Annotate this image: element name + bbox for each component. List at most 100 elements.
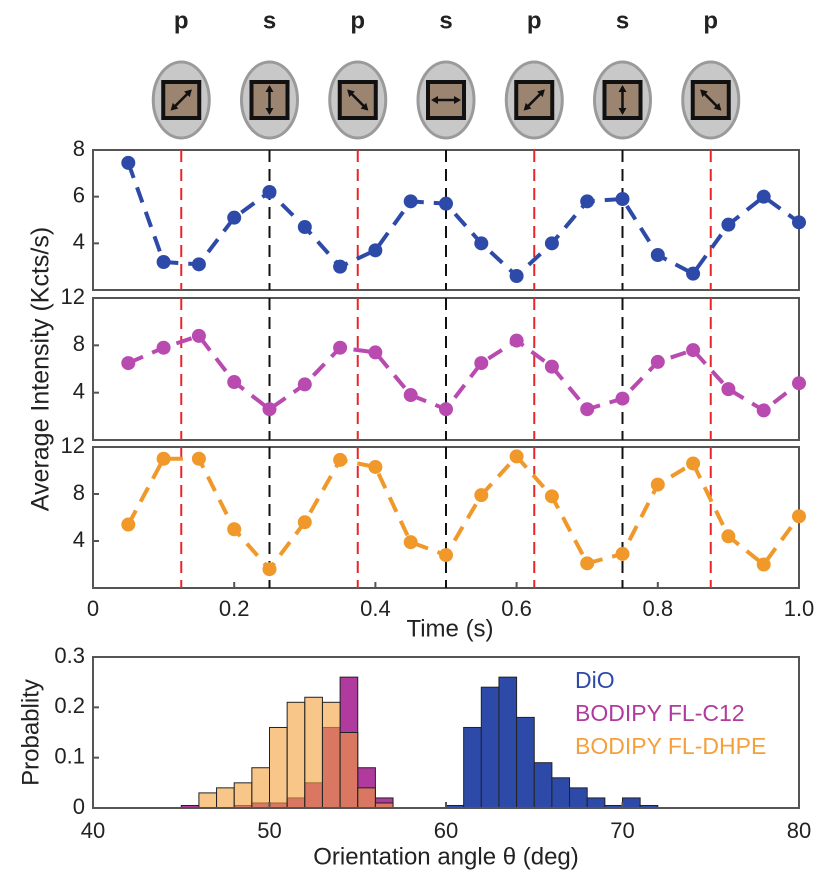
intensity-point <box>509 333 524 348</box>
intensity-point <box>227 522 242 537</box>
x-tick-label: 0.2 <box>219 596 250 621</box>
histogram-bar <box>321 701 341 809</box>
intensity-point <box>792 376 806 391</box>
y-tick-label: 6 <box>73 182 85 207</box>
arrow-head <box>523 89 545 111</box>
intensity-point <box>297 377 312 392</box>
intensity-point <box>262 562 277 577</box>
intensity-point <box>262 402 277 417</box>
intensity-point <box>474 356 489 371</box>
histogram-bar <box>339 732 359 809</box>
y-tick-label: 0.1 <box>54 743 85 768</box>
histogram-bar <box>269 726 288 809</box>
y-tick-label: 8 <box>73 331 85 356</box>
icon-arrow <box>265 85 274 115</box>
intensity-point <box>756 189 771 204</box>
intensity-point <box>544 236 559 251</box>
arrow-head <box>700 89 722 111</box>
intensity-point <box>227 210 242 225</box>
icon-square <box>337 80 378 120</box>
intensity-point <box>650 354 665 369</box>
histogram-bar <box>216 787 235 809</box>
intensity-point <box>297 515 312 530</box>
intensity-point <box>333 259 348 274</box>
x-tick-label: 50 <box>257 818 281 843</box>
x-tick-label: 0.4 <box>360 596 391 621</box>
arrow-head <box>265 85 274 115</box>
histogram-bar <box>251 767 271 809</box>
x-tick-label: 70 <box>610 818 634 843</box>
intensity-point <box>580 402 595 417</box>
histogram-bar <box>551 777 571 809</box>
icon-arrow <box>700 89 722 111</box>
intensity-point <box>368 243 383 258</box>
polarization-label: p <box>350 7 365 34</box>
intensity-point <box>721 217 736 232</box>
histogram-bar <box>480 686 500 809</box>
polarization-label: p <box>703 7 718 34</box>
intensity-point <box>368 345 383 360</box>
icon-arrow <box>347 89 369 111</box>
intensity-point <box>650 477 665 492</box>
polarizer-icon <box>681 60 741 140</box>
x-axis-label: Time (s) <box>406 615 493 642</box>
intensity-line <box>127 333 801 413</box>
histogram-bar <box>516 716 535 809</box>
legend-entry: BODIPY FL-C12 <box>575 700 745 726</box>
x-tick-label: 0.6 <box>501 596 532 621</box>
polarization-label: p <box>527 7 542 34</box>
x-tick-label: 0.8 <box>643 596 674 621</box>
histogram-bar <box>498 676 518 809</box>
intensity-point <box>474 488 489 503</box>
intensity-point <box>297 220 312 234</box>
y-tick-label: 8 <box>73 136 85 161</box>
intensity-point <box>615 546 630 561</box>
polarizer-icon <box>593 60 652 140</box>
intensity-point <box>403 388 418 403</box>
icon-square <box>690 80 731 120</box>
intensity-point <box>403 535 418 550</box>
intensity-point <box>580 556 595 571</box>
polarization-label: s <box>263 7 276 34</box>
intensity-point <box>544 359 559 374</box>
intensity-point <box>156 255 171 269</box>
y-tick-label: 0.3 <box>54 643 85 668</box>
intensity-point <box>333 340 348 355</box>
intensity-point <box>544 489 559 504</box>
polarization-label: s <box>616 7 629 34</box>
intensity-point <box>368 459 383 474</box>
intensity-point <box>262 185 277 199</box>
arrow-head <box>170 89 192 111</box>
polarization-label: s <box>439 7 452 34</box>
polarizer-icon <box>151 60 211 140</box>
y-axis-label: Average Intensity (Kcts/s) <box>27 227 55 511</box>
icon-arrow <box>618 85 627 115</box>
intensity-point <box>615 192 630 206</box>
histogram-bar <box>463 726 482 809</box>
intensity-point <box>580 194 595 209</box>
intensity-point <box>686 343 701 358</box>
x-axis-label: Orientation angle θ (deg) <box>313 843 579 870</box>
histogram-bar <box>198 792 218 809</box>
intensity-point <box>191 257 206 272</box>
histogram-bar <box>233 782 253 809</box>
y-tick-label: 12 <box>61 284 85 309</box>
y-tick-label: 8 <box>73 480 85 505</box>
intensity-point <box>439 548 453 563</box>
intensity-point <box>792 215 806 230</box>
legend-entry: DiO <box>575 667 615 693</box>
intensity-point <box>650 248 665 262</box>
polarizer-icon <box>416 60 476 140</box>
y-tick-label: 4 <box>73 527 85 552</box>
intensity-point <box>721 382 736 397</box>
histogram-bar <box>533 762 553 809</box>
intensity-point <box>191 328 206 343</box>
histogram-bar <box>357 787 376 809</box>
y-tick-label: 4 <box>73 229 85 254</box>
legend-entry: BODIPY FL-DHPE <box>575 733 766 759</box>
intensity-point <box>121 356 136 371</box>
intensity-point <box>403 194 418 209</box>
intensity-point <box>509 269 524 283</box>
